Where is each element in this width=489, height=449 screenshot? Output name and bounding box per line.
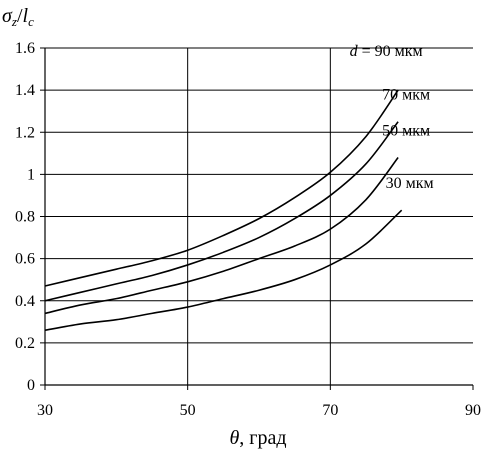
series-line-4 xyxy=(44,209,403,332)
y-axis-title: σz/lc xyxy=(2,5,34,29)
x-tick-label: 90 xyxy=(465,402,481,419)
series-label-name: 70 мкм xyxy=(382,87,430,104)
series-label-name: 90 мкм xyxy=(375,43,423,60)
x-title-theta: θ xyxy=(229,427,239,449)
series-label-equals: = xyxy=(358,43,375,60)
series-label-name: 50 мкм xyxy=(382,123,430,140)
series-lines xyxy=(44,89,403,332)
series-label-1: d = 90 мкм xyxy=(350,43,423,60)
series-line-1 xyxy=(44,89,399,287)
y-tick-label: 1 xyxy=(27,166,35,183)
y-tick-label: 0.4 xyxy=(15,293,35,310)
x-tick-label: 50 xyxy=(180,402,196,419)
y-tick-label: 1.4 xyxy=(15,82,35,99)
y-tick-label: 0 xyxy=(27,377,35,394)
series-label-2: 70 мкм xyxy=(382,87,430,104)
axes xyxy=(40,47,474,390)
grid xyxy=(45,47,473,385)
series-line-2 xyxy=(44,121,399,302)
y-title-sigma: σ xyxy=(2,5,13,27)
series-label-3: 50 мкм xyxy=(382,123,430,140)
y-tick-label: 1.6 xyxy=(15,40,35,57)
y-title-l: l xyxy=(23,5,29,27)
series-label-prefix: d xyxy=(350,43,359,60)
series-labels: d = 90 мкм 70 мкм 50 мкм 30 мкм xyxy=(350,43,434,192)
series-label-name: 30 мкм xyxy=(386,175,434,192)
series-label-4: 30 мкм xyxy=(386,175,434,192)
y-tick-label: 0.8 xyxy=(15,209,35,226)
x-tick-label: 70 xyxy=(322,402,338,419)
y-title-sub2: c xyxy=(28,14,34,29)
y-tick-labels: 0 0.2 0.4 0.6 0.8 1 1.2 1.4 1.6 xyxy=(15,40,35,394)
x-axis-title: θ, град xyxy=(229,427,286,449)
x-tick-labels: 30 50 70 90 xyxy=(37,402,481,419)
y-tick-label: 1.2 xyxy=(15,124,35,141)
y-title-sub1: z xyxy=(11,14,17,29)
series-line-3 xyxy=(44,157,399,315)
y-tick-label: 0.2 xyxy=(15,335,35,352)
y-tick-label: 0.6 xyxy=(15,251,35,268)
x-title-unit: , град xyxy=(239,427,286,449)
y-title-slash: / xyxy=(17,5,23,27)
x-tick-label: 30 xyxy=(37,402,53,419)
